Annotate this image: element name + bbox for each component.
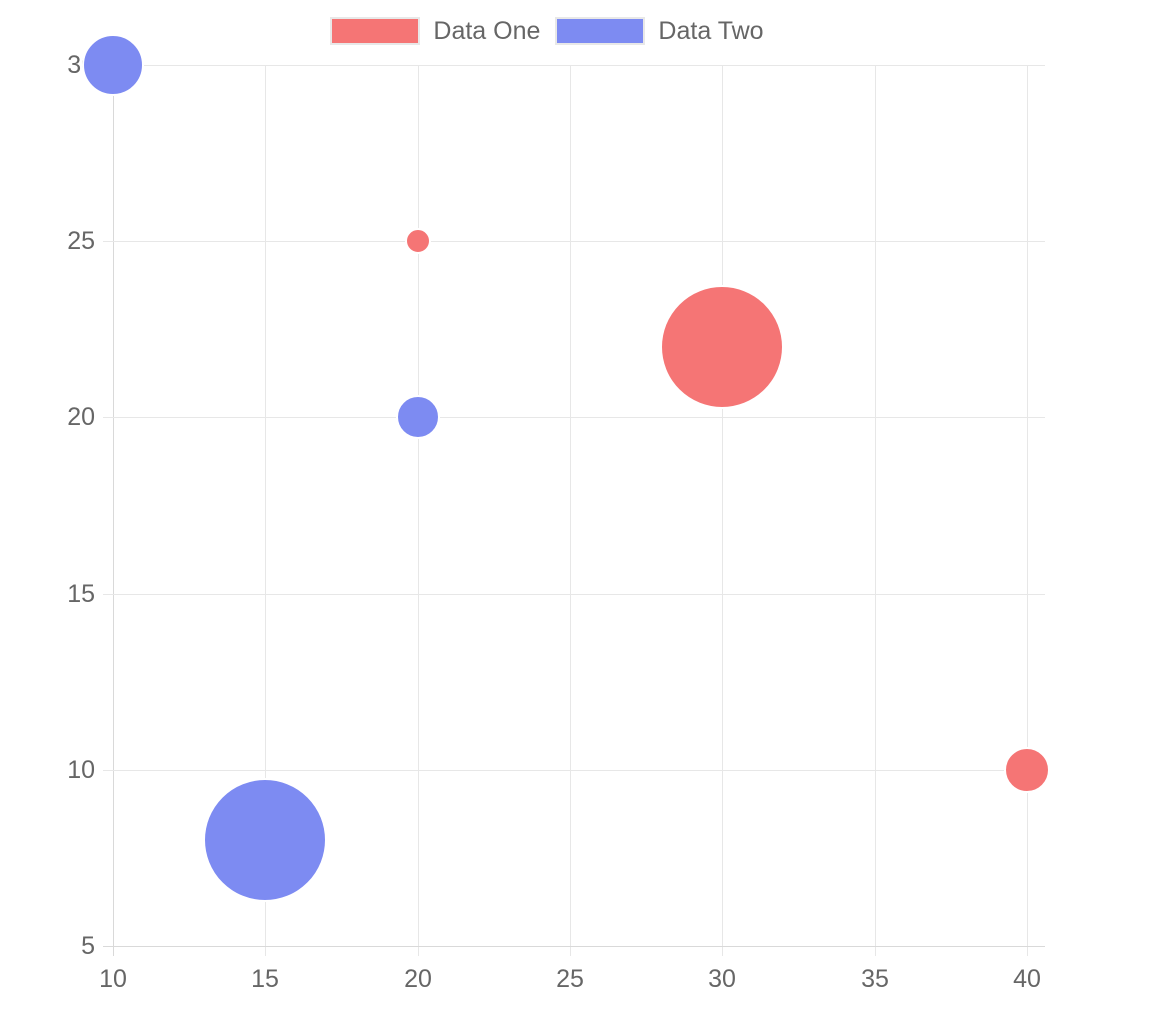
legend-label: Data One: [433, 17, 541, 45]
y-tick-label-5: 5: [81, 932, 95, 960]
gridline-x-10: [113, 65, 114, 956]
bubble-data-two-point-0[interactable]: [82, 34, 144, 96]
bubble-data-two-point-2[interactable]: [203, 778, 328, 903]
gridline-y-20: [103, 417, 1045, 418]
gridline-x-30: [722, 65, 723, 956]
y-tick-label-20: 20: [67, 403, 95, 431]
y-tick-label-25: 25: [67, 227, 95, 255]
x-tick-label-10: 10: [99, 965, 127, 993]
legend-item-data-two[interactable]: Data Two: [555, 17, 764, 45]
gridline-y-5: [103, 946, 1045, 947]
x-tick-label-35: 35: [861, 965, 889, 993]
gridline-y-15: [103, 594, 1045, 595]
gridline-y-10: [103, 770, 1045, 771]
x-tick-label-15: 15: [251, 965, 279, 993]
legend-item-data-one[interactable]: Data One: [330, 17, 540, 45]
gridline-x-40: [1027, 65, 1028, 956]
legend-swatch: [330, 17, 421, 45]
bubble-data-one-point-2[interactable]: [1004, 746, 1050, 793]
bubble-data-two-point-1[interactable]: [395, 395, 440, 440]
chart-legend: Data One Data Two: [0, 17, 1094, 45]
bubble-data-one-point-0[interactable]: [404, 228, 431, 255]
gridline-x-20: [418, 65, 419, 956]
bubble-data-one-point-1[interactable]: [660, 284, 785, 409]
x-tick-label-30: 30: [708, 965, 736, 993]
y-tick-label-15: 15: [67, 580, 95, 608]
x-tick-label-20: 20: [404, 965, 432, 993]
gridline-x-25: [570, 65, 571, 956]
gridline-y-30: [103, 65, 1045, 66]
gridline-x-35: [875, 65, 876, 956]
gridline-y-25: [103, 241, 1045, 242]
x-tick-label-25: 25: [556, 965, 584, 993]
legend-label: Data Two: [658, 17, 764, 45]
x-tick-label-40: 40: [1013, 965, 1041, 993]
gridline-x-15: [265, 65, 266, 956]
y-tick-label-10: 10: [67, 756, 95, 784]
legend-swatch: [555, 17, 646, 45]
